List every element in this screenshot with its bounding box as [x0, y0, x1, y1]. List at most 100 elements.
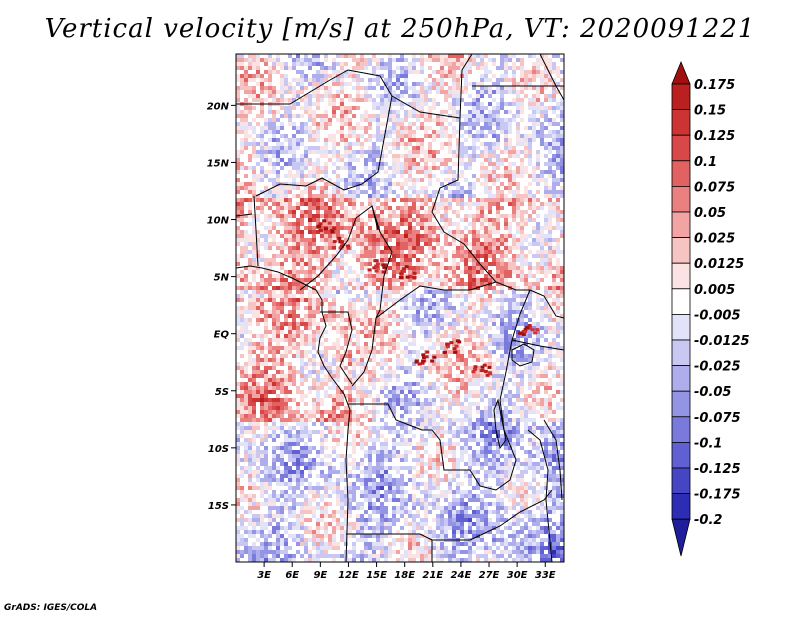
- lat-tick-label: 15N: [207, 158, 230, 169]
- border-drc-angola-north: [348, 403, 432, 431]
- colorbar-bottom-arrow: [671, 518, 691, 557]
- border-niger-nigeria: [255, 177, 363, 197]
- colorbar-swatch: [671, 262, 691, 290]
- lat-tick-5n: 5N: [214, 273, 236, 284]
- colorbar-swatch: [671, 313, 691, 341]
- lon-tick-label: 15E: [366, 570, 387, 581]
- colorbar-swatch: [671, 365, 691, 392]
- colorbar-label: -0.05: [694, 385, 731, 400]
- lon-tick-33e: 33E: [535, 562, 556, 581]
- lon-tick-label: 27E: [479, 570, 500, 581]
- colorbar-label: 0.005: [694, 283, 735, 298]
- lon-tick-30e: 30E: [507, 562, 528, 581]
- lat-tick-label: 10N: [207, 216, 230, 227]
- map-frame: [235, 53, 565, 563]
- border-chad-sudan: [431, 117, 530, 291]
- border-tanzania: [511, 339, 564, 351]
- colorbar-swatch: [671, 185, 691, 213]
- colorbar-labels: 0.175 0.15 0.125 0.1 0.075 0.05 0.025 0.0125 0.0…: [694, 78, 750, 528]
- lat-tick-label: 5N: [214, 273, 230, 284]
- longitude-axis: 3E 6E 9E 12E 15E 18E 21E 24E 27E 30E 33E: [257, 562, 556, 581]
- colorbar-swatch: [671, 134, 691, 162]
- colorbar-swatch: [671, 416, 691, 443]
- lon-tick-18e: 18E: [394, 562, 415, 581]
- colorbar-swatch: [671, 83, 691, 111]
- lon-tick-15e: 15E: [366, 562, 387, 581]
- colorbar-swatch: [671, 160, 691, 187]
- lon-tick-label: 30E: [507, 570, 528, 581]
- lat-tick-label: 20N: [207, 101, 230, 112]
- lat-tick-label: 10S: [208, 444, 229, 455]
- lat-tick-eq: EQ: [214, 330, 236, 341]
- lon-tick-label: 18E: [394, 570, 415, 581]
- lat-tick-label: 15S: [208, 501, 229, 512]
- border-benin-togo: [253, 195, 259, 267]
- lat-tick-15n: 15N: [207, 158, 236, 169]
- lon-tick-label: 3E: [257, 570, 271, 581]
- map-title: Vertical velocity [m/s] at 250hPa, VT: 2…: [44, 14, 756, 44]
- colorbar-label: 0.05: [694, 206, 726, 221]
- lon-tick-12e: 12E: [338, 562, 359, 581]
- lon-tick-3e: 3E: [257, 562, 271, 581]
- border-cameroon-car: [371, 205, 393, 319]
- colorbar-swatch: [671, 493, 691, 520]
- lon-tick-label: 21E: [422, 570, 443, 581]
- lon-tick-label: 6E: [285, 570, 299, 581]
- border-niger-algeria: [236, 69, 461, 119]
- colorbar-label: -0.175: [694, 488, 741, 503]
- colorbar-label: -0.025: [694, 360, 741, 375]
- colorbar-label: -0.005: [694, 308, 741, 323]
- border-libya-egypt: [459, 54, 473, 119]
- colorbar-swatch: [671, 467, 691, 495]
- border-uganda-kenya: [529, 289, 564, 319]
- lon-tick-9e: 9E: [313, 562, 327, 581]
- lat-tick-label: 5S: [215, 387, 229, 398]
- lon-tick-21e: 21E: [422, 562, 443, 581]
- lon-tick-24e: 24E: [451, 562, 472, 581]
- colorbar-swatch: [671, 390, 691, 418]
- lon-tick-label: 33E: [535, 570, 556, 581]
- lat-tick-15s: 15S: [208, 501, 236, 512]
- border-congo-drc: [351, 317, 377, 387]
- colorbar-swatch: [671, 109, 691, 136]
- lon-tick-6e: 6E: [285, 562, 299, 581]
- lat-tick-5s: 5S: [215, 387, 236, 398]
- colorbar-label: -0.075: [694, 411, 741, 426]
- colorbar-label: 0.1: [694, 155, 717, 170]
- lake-victoria-outline: [511, 343, 535, 367]
- lat-tick-10n: 10N: [207, 216, 236, 227]
- colorbar-swatch: [671, 237, 691, 264]
- colorbar-label: 0.0125: [694, 257, 744, 272]
- lon-tick-label: 9E: [313, 570, 327, 581]
- red-sea-coast: [539, 54, 564, 101]
- lat-tick-20n: 20N: [207, 101, 236, 112]
- grads-credit: GrADS: IGES/COLA: [4, 603, 98, 613]
- colorbar-label: -0.125: [694, 462, 741, 477]
- colorbar-label: -0.1: [694, 436, 722, 451]
- colorbar-top-arrow: [671, 60, 691, 85]
- colorbar-label: 0.175: [694, 78, 735, 93]
- colorbar-label: 0.125: [694, 129, 735, 144]
- lon-tick-label: 24E: [451, 570, 472, 581]
- border-car-drc: [375, 281, 497, 319]
- lon-tick-27e: 27E: [479, 562, 500, 581]
- lat-tick-label: EQ: [214, 330, 230, 341]
- latitude-axis: 20N 15N 10N 5N EQ 5S 10S 15S: [207, 101, 236, 512]
- colorbar-label: -0.2: [694, 513, 722, 528]
- lon-tick-label: 12E: [338, 570, 359, 581]
- border-angola-namibia: [346, 533, 470, 541]
- border-west-edge: [236, 213, 253, 217]
- colorbar-label: 0.025: [694, 232, 735, 247]
- colorbar-label: 0.15: [694, 104, 726, 119]
- border-malawi: [527, 429, 553, 562]
- border-chad-niger: [361, 95, 393, 185]
- colorbar-swatch: [671, 339, 691, 367]
- colorbar-swatch: [671, 288, 691, 315]
- border-congo-gabon: [320, 311, 353, 385]
- colorbar-swatch: [671, 441, 691, 469]
- border-drc-angola-east: [431, 429, 481, 487]
- border-mozambique: [543, 419, 563, 501]
- lat-tick-10s: 10S: [208, 444, 236, 455]
- country-borders: [236, 54, 564, 562]
